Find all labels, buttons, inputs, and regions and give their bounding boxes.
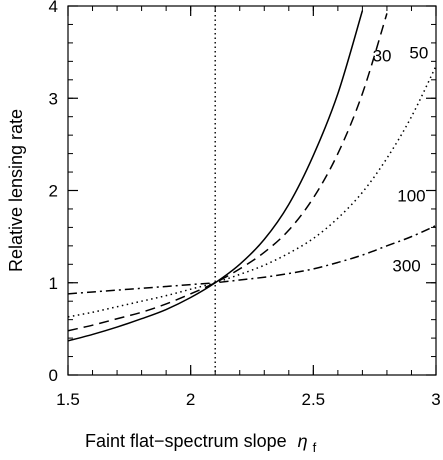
- y-tick-label: 0: [49, 366, 58, 385]
- series-50-line: [68, 13, 388, 332]
- y-tick-label: 4: [49, 0, 58, 16]
- y-tick-label: 2: [49, 182, 58, 201]
- y-tick-label: 3: [49, 89, 58, 108]
- x-axis-label-text: Faint flat−spectrum slope: [85, 431, 287, 451]
- y-axis-label: Relative lensing rate: [6, 109, 26, 272]
- x-axis-label: Faint flat−spectrum slope η f: [85, 431, 317, 455]
- curve-label-300: 300: [392, 257, 420, 276]
- y-tick-label: 1: [49, 274, 58, 293]
- series-300-line: [68, 224, 436, 295]
- curves: [68, 6, 436, 375]
- x-tick-label: 2.5: [302, 390, 326, 409]
- curve-labels: 30 50 100 300: [373, 44, 429, 276]
- series-30-line: [68, 10, 364, 342]
- x-tick-label: 3: [431, 390, 440, 409]
- x-axis-label-subscript: f: [313, 440, 317, 455]
- x-tick-label: 2: [186, 390, 195, 409]
- series-100-line: [68, 65, 436, 318]
- axis-ticks: [67, 5, 437, 376]
- curve-label-50: 50: [409, 44, 428, 63]
- x-axis-label-symbol: η: [298, 431, 308, 451]
- curve-label-100: 100: [397, 187, 425, 206]
- x-tick-label: 1.5: [56, 390, 80, 409]
- curve-label-30: 30: [373, 46, 392, 65]
